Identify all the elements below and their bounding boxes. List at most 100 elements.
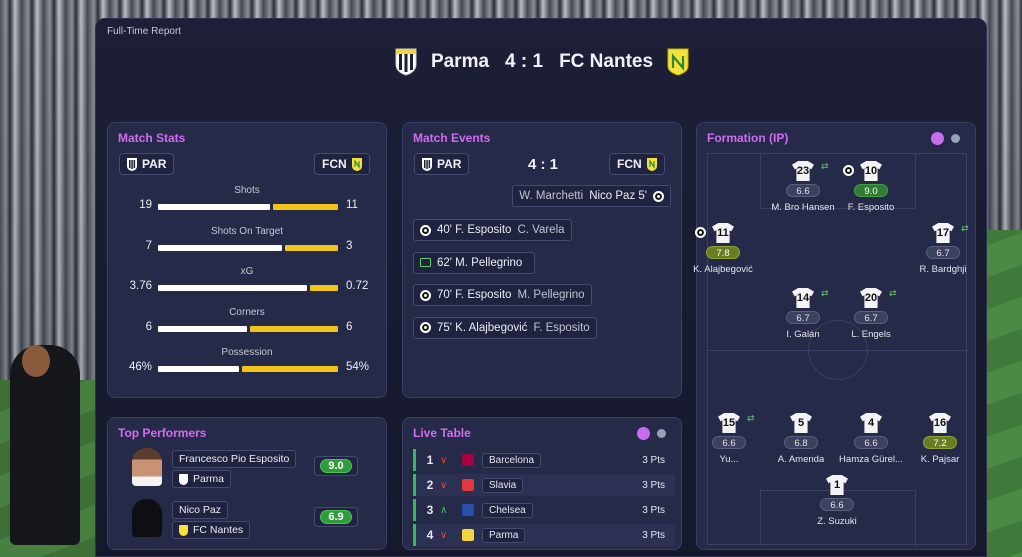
event-scorer: 62' M. Pellegrino: [437, 256, 523, 269]
stat-home-bar: [158, 366, 239, 372]
match-event[interactable]: 40' F. Esposito C. Varela: [413, 219, 572, 241]
stat-label: xG: [240, 266, 254, 277]
home-abbr: PAR: [142, 157, 167, 171]
event-assist: M. Pellegrino: [517, 289, 585, 301]
stat-label: Shots: [234, 185, 260, 196]
formation-player[interactable]: 16 7.2 K. Pajsar: [900, 413, 980, 465]
page-indicator-inactive[interactable]: [951, 134, 960, 143]
event-assist: F. Esposito: [533, 321, 590, 334]
trend-up-icon: ∧: [440, 504, 448, 516]
parma-crest-icon: [127, 157, 137, 171]
player-rating: 7.2: [923, 436, 957, 449]
manager-head: [22, 345, 50, 377]
nantes-crest-icon: [667, 48, 689, 76]
player-name: Hamza Gürel...: [839, 454, 903, 465]
player-rating: 6.7: [854, 311, 888, 324]
stat-label: Possession: [221, 347, 273, 358]
ball-icon: [420, 289, 431, 301]
nantes-crest-icon: [646, 157, 657, 171]
club-crest-icon: [462, 504, 474, 516]
stat-away-value: 3: [346, 239, 353, 252]
event-assist: C. Varela: [517, 224, 565, 236]
formation-player[interactable]: 4 6.6 Hamza Gürel...: [831, 413, 911, 465]
club-name: Parma: [193, 473, 224, 485]
stat-label: Corners: [229, 306, 265, 318]
club-crest-icon: [462, 479, 474, 491]
formation-player[interactable]: 11 7.8 K. Alajbegović: [683, 223, 763, 275]
club-points: 3 Pts: [642, 454, 665, 466]
top-performers-title: Top Performers: [118, 426, 207, 440]
formation-player[interactable]: 15 6.6 Yu... ⇄: [689, 413, 769, 465]
performer-name: Francesco Pio Esposito: [172, 450, 297, 468]
stat-home-bar: [158, 244, 282, 251]
player-name: R. Bardghji: [919, 264, 967, 275]
trend-down-icon: ∨: [440, 529, 448, 541]
shirt-icon: 14: [792, 288, 814, 308]
away-team-chip: FCN: [609, 153, 665, 175]
player-rating: 6.6: [712, 436, 746, 449]
player-rating: 7.8: [706, 246, 740, 259]
formation-player[interactable]: 14 6.7 I. Galán ⇄: [763, 288, 843, 340]
club-points: 3 Pts: [642, 529, 665, 541]
match-event[interactable]: 70' F. Esposito M. Pellegrino: [413, 284, 592, 306]
player-name: K. Alajbegović: [693, 264, 753, 275]
stat-away-bar: [285, 244, 338, 251]
away-team-chip: FCN: [314, 153, 370, 175]
player-rating: 6.7: [786, 311, 820, 324]
club-points: 3 Pts: [642, 479, 665, 491]
home-abbr: PAR: [437, 157, 462, 171]
performer-rating: 6.9: [314, 507, 358, 527]
home-team-name: Parma: [430, 51, 490, 72]
formation-player[interactable]: 1 6.6 Z. Suzuki: [797, 475, 877, 527]
formation-player[interactable]: 10 9.0 F. Esposito: [831, 161, 911, 213]
formation-player[interactable]: 23 6.6 M. Bro Hansen ⇄: [763, 161, 843, 213]
page-indicator-inactive[interactable]: [657, 429, 666, 438]
shirt-icon: 1: [826, 475, 848, 495]
performer-name: Nico Paz: [172, 501, 229, 519]
event-scorer: 70' F. Esposito: [437, 289, 512, 301]
page-indicator-active[interactable]: [637, 427, 650, 440]
player-avatar: [132, 499, 162, 537]
shirt-icon: 11: [712, 223, 734, 243]
stat-away-bar: [242, 366, 338, 372]
trend-down-icon: ∨: [440, 454, 448, 466]
substitution-icon: ⇄: [747, 413, 755, 423]
shirt-icon: 20: [860, 288, 882, 308]
club-name: Slavia: [482, 477, 524, 493]
page-indicator-active[interactable]: [931, 132, 944, 145]
live-table-card: Live Table 1 ∨ Barcelona 3 Pts 2 ∨ Slavia 3 Pts…: [402, 417, 682, 550]
formation-title: Formation (IP): [707, 131, 789, 145]
rating-value: 6.9: [320, 510, 352, 524]
table-row[interactable]: 3 ∧ Chelsea 3 Pts: [413, 499, 675, 521]
ball-icon: [653, 190, 664, 202]
stat-away-bar: [273, 204, 338, 210]
match-event[interactable]: 75' K. Alajbegović F. Esposito: [413, 316, 597, 339]
trend-down-icon: ∨: [440, 479, 448, 491]
table-row[interactable]: 2 ∨ Slavia 3 Pts: [413, 474, 675, 496]
player-name: I. Galán: [786, 329, 820, 340]
club-name: Barcelona: [482, 452, 542, 468]
goal-icon: [843, 165, 854, 176]
stat-label: Shots On Target: [210, 225, 284, 237]
stat-away-value: 11: [346, 199, 358, 211]
table-row[interactable]: 1 ∨ Barcelona 3 Pts: [413, 449, 675, 471]
player-rating: 6.6: [786, 184, 820, 197]
player-name: M. Bro Hansen: [771, 202, 835, 213]
player-rating: 6.7: [926, 246, 960, 259]
club-points: 3 Pts: [642, 504, 665, 516]
formation-player[interactable]: 5 6.8 A. Amenda: [761, 413, 841, 465]
match-event[interactable]: W. Marchetti Nico Paz 5': [512, 185, 671, 207]
substitution-icon: ⇄: [821, 288, 829, 298]
events-score: 4 : 1: [527, 156, 558, 173]
formation-card: Formation (IP) 23 6.6 M. Bro Hansen ⇄ 10 9.0 F…: [693, 122, 976, 550]
performer-rating: 9.0: [314, 456, 358, 476]
formation-player[interactable]: 20 6.7 L. Engels ⇄: [831, 288, 911, 340]
substitution-icon: ⇄: [961, 223, 969, 233]
club-name: Chelsea: [482, 502, 533, 518]
player-name: F. Esposito: [847, 202, 895, 213]
table-row[interactable]: 4 ∨ Parma 3 Pts: [413, 524, 675, 546]
player-avatar: [132, 448, 162, 486]
match-event[interactable]: 62' M. Pellegrino: [413, 251, 536, 274]
formation-player[interactable]: 17 6.7 R. Bardghji ⇄: [903, 223, 983, 275]
table-position: 2: [426, 478, 434, 492]
